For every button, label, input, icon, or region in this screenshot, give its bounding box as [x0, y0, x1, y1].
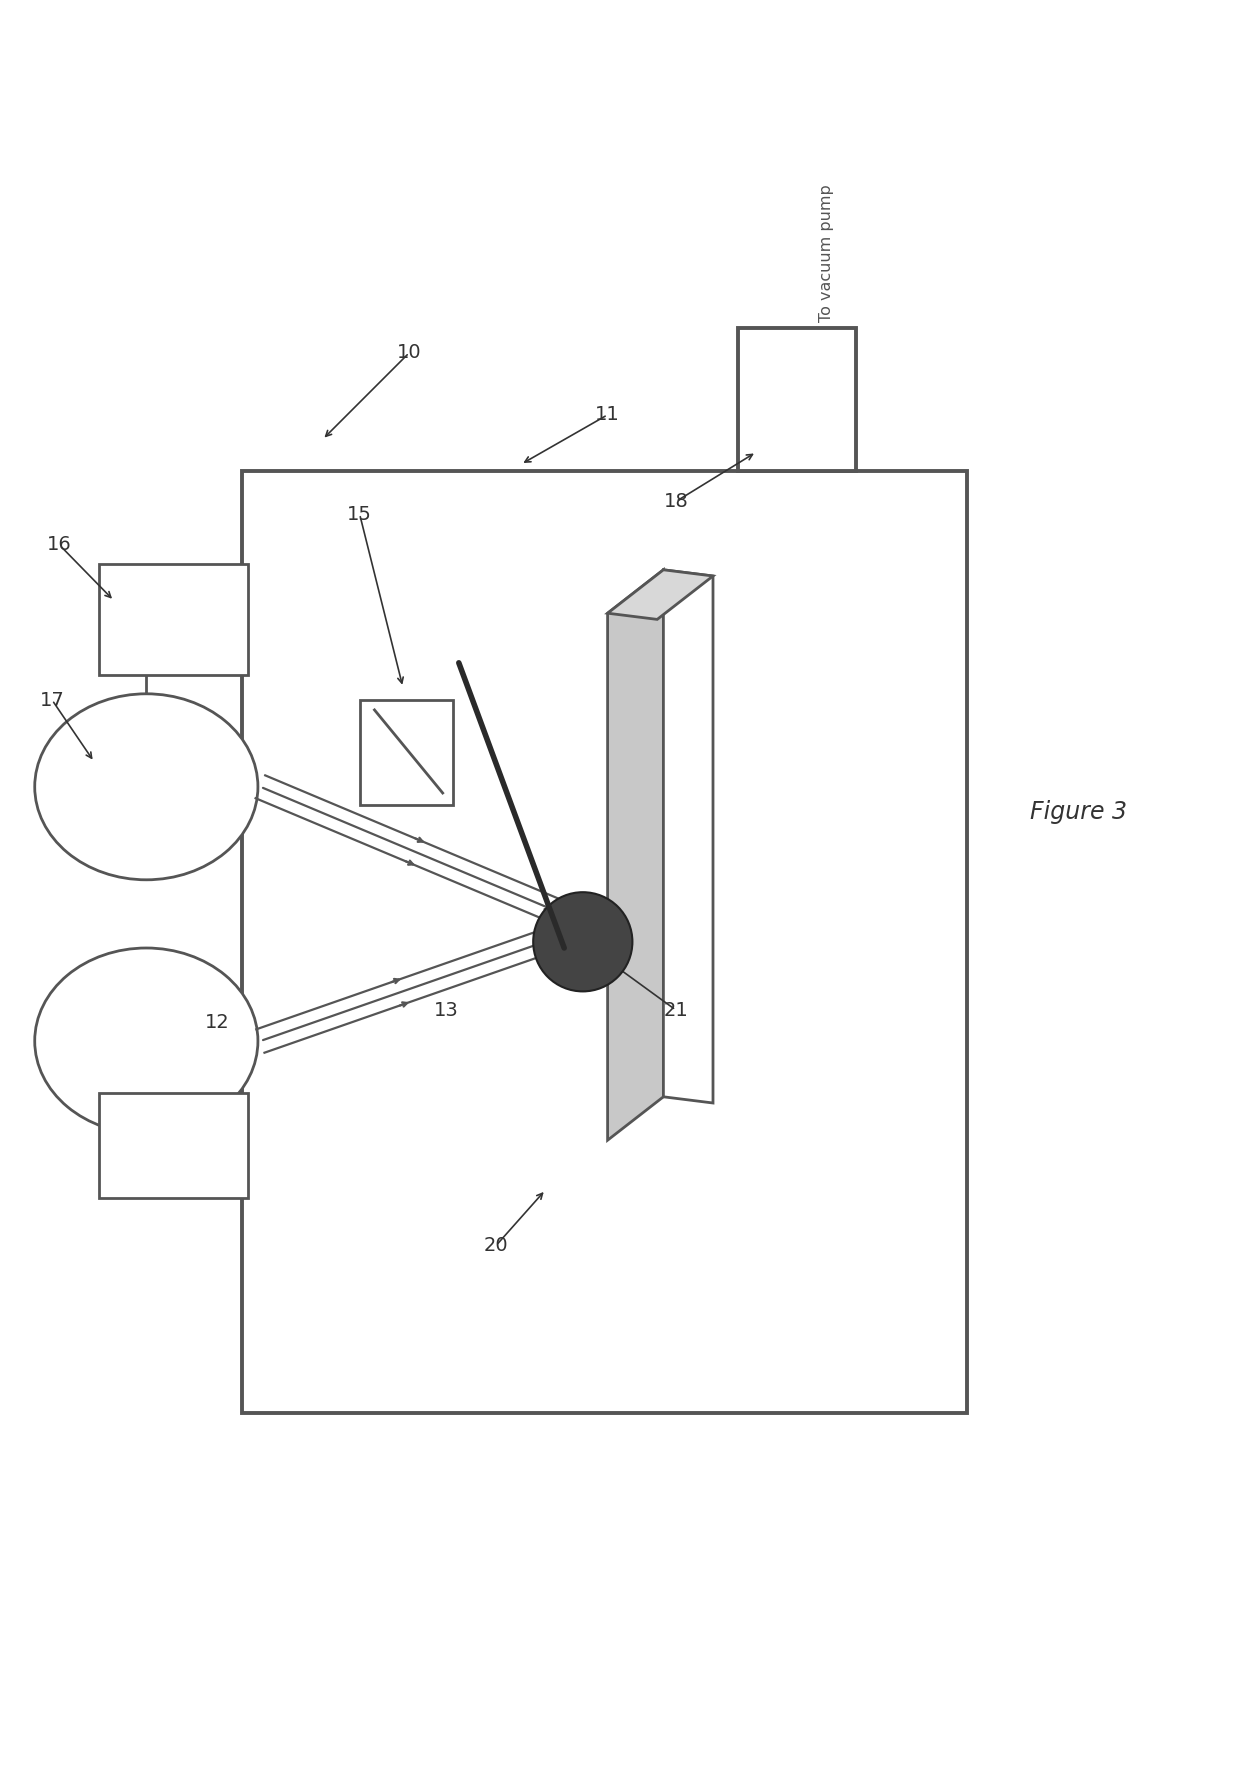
- Text: 12: 12: [205, 1014, 229, 1031]
- Bar: [99, 1093, 248, 1198]
- Text: 16: 16: [47, 535, 72, 555]
- Text: Figure 3: Figure 3: [1030, 799, 1127, 824]
- Ellipse shape: [35, 695, 258, 881]
- Polygon shape: [608, 571, 713, 620]
- Text: 17: 17: [40, 691, 64, 709]
- Ellipse shape: [533, 891, 632, 991]
- Bar: [738, 328, 856, 471]
- Text: 15: 15: [347, 505, 372, 523]
- Ellipse shape: [35, 948, 258, 1134]
- Text: To vacuum pump: To vacuum pump: [818, 184, 835, 323]
- Polygon shape: [663, 571, 713, 1102]
- Text: 21: 21: [663, 1001, 688, 1019]
- Text: 10: 10: [397, 344, 422, 361]
- Bar: [242, 471, 967, 1412]
- Polygon shape: [608, 571, 663, 1139]
- Text: 11: 11: [595, 406, 620, 424]
- Text: 18: 18: [663, 493, 688, 510]
- Text: 20: 20: [484, 1237, 508, 1255]
- Text: 13: 13: [434, 1001, 459, 1019]
- Bar: [99, 563, 248, 675]
- Bar: [360, 700, 453, 806]
